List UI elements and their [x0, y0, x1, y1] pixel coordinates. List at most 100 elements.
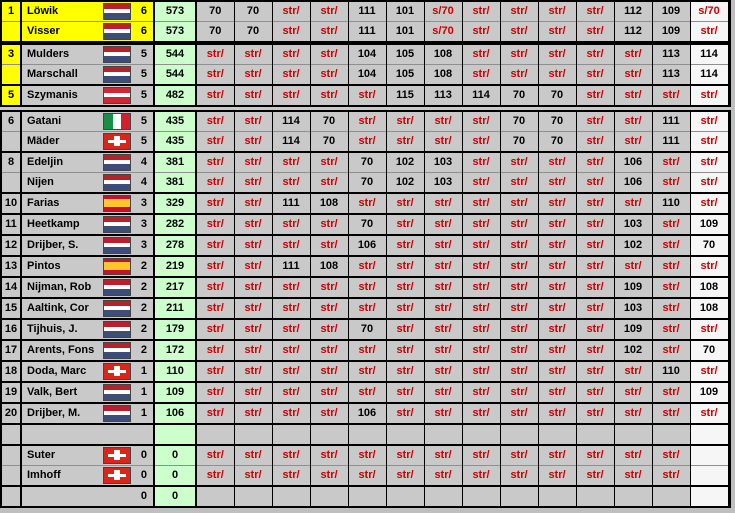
- rank-cell[interactable]: 20: [1, 402, 22, 424]
- round-cell[interactable]: str/: [651, 172, 691, 193]
- round-cell[interactable]: str/: [613, 192, 653, 214]
- round-cell[interactable]: str/: [537, 465, 577, 486]
- round-cell[interactable]: 112: [613, 21, 653, 43]
- count-cell[interactable]: 0: [135, 485, 155, 507]
- round-cell[interactable]: str/: [537, 64, 577, 85]
- rank-cell[interactable]: 1: [1, 1, 22, 22]
- round-cell[interactable]: str/: [309, 360, 349, 382]
- round-cell[interactable]: [271, 485, 311, 507]
- round-cell[interactable]: [689, 465, 730, 486]
- round-cell[interactable]: str/: [651, 276, 691, 298]
- round-cell[interactable]: [423, 485, 463, 507]
- round-cell[interactable]: str/: [309, 465, 349, 486]
- round-cell[interactable]: 102: [385, 172, 425, 193]
- rank-cell[interactable]: [1, 444, 22, 466]
- round-cell[interactable]: str/: [575, 192, 615, 214]
- count-cell[interactable]: 1: [135, 360, 155, 382]
- round-cell[interactable]: str/: [233, 192, 273, 214]
- round-cell[interactable]: str/: [461, 402, 501, 424]
- round-cell[interactable]: str/: [651, 444, 691, 466]
- round-cell[interactable]: str/: [271, 64, 311, 85]
- flag-cell[interactable]: [101, 131, 135, 152]
- count-cell[interactable]: 5: [135, 105, 155, 132]
- round-cell[interactable]: str/: [613, 41, 653, 65]
- round-cell[interactable]: str/: [385, 444, 425, 466]
- round-cell[interactable]: 70: [233, 21, 273, 43]
- round-cell[interactable]: str/: [537, 234, 577, 256]
- score-cell[interactable]: 0: [154, 485, 197, 507]
- count-cell[interactable]: 2: [135, 339, 155, 361]
- count-cell[interactable]: 6: [135, 21, 155, 43]
- round-cell[interactable]: str/: [309, 151, 349, 173]
- round-cell[interactable]: str/: [271, 41, 311, 65]
- rank-cell[interactable]: 12: [1, 234, 22, 256]
- round-cell[interactable]: 70: [195, 1, 235, 22]
- round-cell[interactable]: str/: [461, 172, 501, 193]
- rank-cell[interactable]: [1, 64, 22, 85]
- count-cell[interactable]: 2: [135, 276, 155, 298]
- count-cell[interactable]: 5: [135, 41, 155, 65]
- round-cell[interactable]: str/: [537, 1, 577, 22]
- count-cell[interactable]: 5: [135, 131, 155, 152]
- round-cell[interactable]: s/70: [423, 1, 463, 22]
- round-cell[interactable]: str/: [233, 41, 273, 65]
- rank-cell[interactable]: 19: [1, 381, 22, 403]
- flag-cell[interactable]: [101, 255, 135, 277]
- round-cell[interactable]: 103: [613, 297, 653, 319]
- round-cell[interactable]: [499, 423, 539, 445]
- player-name-cell[interactable]: Farias: [21, 192, 101, 214]
- round-cell[interactable]: str/: [347, 192, 387, 214]
- flag-cell[interactable]: [101, 151, 135, 173]
- round-cell[interactable]: str/: [385, 131, 425, 152]
- round-cell[interactable]: str/: [651, 297, 691, 319]
- round-cell[interactable]: str/: [689, 318, 730, 340]
- count-cell[interactable]: 2: [135, 297, 155, 319]
- count-cell[interactable]: 1: [135, 381, 155, 403]
- round-cell[interactable]: str/: [537, 192, 577, 214]
- round-cell[interactable]: 111: [651, 105, 691, 132]
- round-cell[interactable]: str/: [689, 255, 730, 277]
- round-cell[interactable]: str/: [461, 1, 501, 22]
- round-cell[interactable]: str/: [575, 64, 615, 85]
- round-cell[interactable]: str/: [309, 64, 349, 85]
- round-cell[interactable]: str/: [195, 64, 235, 85]
- player-name-cell[interactable]: Nijen: [21, 172, 101, 193]
- round-cell[interactable]: str/: [423, 234, 463, 256]
- round-cell[interactable]: str/: [271, 381, 311, 403]
- round-cell[interactable]: [233, 423, 273, 445]
- player-name-cell[interactable]: Löwik: [21, 1, 101, 22]
- rank-cell[interactable]: 16: [1, 318, 22, 340]
- player-name-cell[interactable]: Pintos: [21, 255, 101, 277]
- round-cell[interactable]: s/70: [423, 21, 463, 43]
- round-cell[interactable]: str/: [195, 402, 235, 424]
- round-cell[interactable]: str/: [347, 105, 387, 132]
- round-cell[interactable]: str/: [347, 255, 387, 277]
- round-cell[interactable]: str/: [575, 41, 615, 65]
- round-cell[interactable]: str/: [575, 276, 615, 298]
- player-name-cell[interactable]: Nijman, Rob: [21, 276, 101, 298]
- flag-cell[interactable]: [101, 192, 135, 214]
- round-cell[interactable]: str/: [499, 276, 539, 298]
- round-cell[interactable]: str/: [385, 360, 425, 382]
- round-cell[interactable]: str/: [385, 234, 425, 256]
- round-cell[interactable]: str/: [347, 444, 387, 466]
- round-cell[interactable]: str/: [385, 381, 425, 403]
- round-cell[interactable]: str/: [233, 105, 273, 132]
- round-cell[interactable]: 70: [537, 105, 577, 132]
- round-cell[interactable]: 106: [347, 402, 387, 424]
- player-name-cell[interactable]: Heetkamp: [21, 213, 101, 235]
- round-cell[interactable]: str/: [271, 402, 311, 424]
- round-cell[interactable]: 106: [347, 234, 387, 256]
- round-cell[interactable]: str/: [575, 1, 615, 22]
- score-cell[interactable]: 217: [154, 276, 197, 298]
- player-name-cell[interactable]: [21, 485, 101, 507]
- round-cell[interactable]: str/: [461, 297, 501, 319]
- player-name-cell[interactable]: Valk, Bert: [21, 381, 101, 403]
- round-cell[interactable]: [537, 485, 577, 507]
- round-cell[interactable]: str/: [689, 151, 730, 173]
- round-cell[interactable]: str/: [651, 339, 691, 361]
- round-cell[interactable]: 113: [651, 41, 691, 65]
- round-cell[interactable]: str/: [499, 360, 539, 382]
- round-cell[interactable]: str/: [195, 151, 235, 173]
- round-cell[interactable]: str/: [613, 402, 653, 424]
